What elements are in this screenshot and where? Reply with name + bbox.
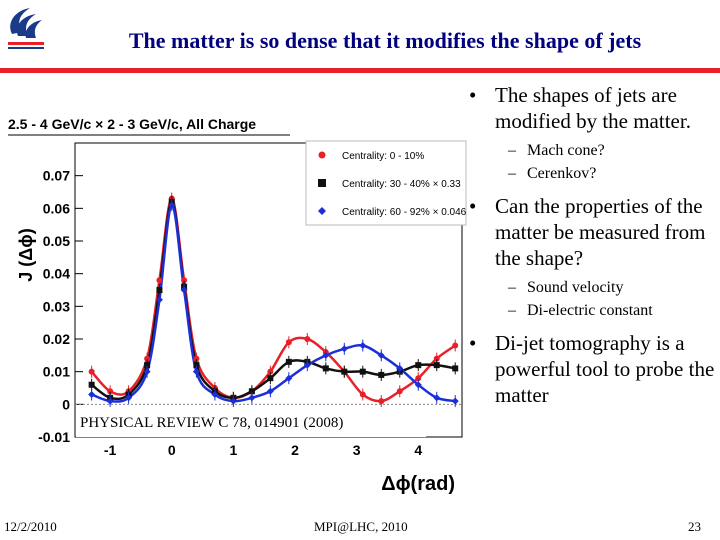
x-tick-label: 1 (229, 442, 237, 458)
y-tick-label: 0.07 (43, 168, 70, 184)
journal-reference-box (76, 407, 426, 437)
legend-marker (318, 179, 326, 187)
title-rule (0, 68, 720, 73)
legend-label: Centrality: 30 - 40% × 0.33 (342, 179, 461, 190)
x-tick-label: -1 (104, 442, 117, 458)
bullet-dot: • (469, 331, 477, 355)
sub-bullet-dash: – (508, 279, 516, 296)
bullet-text: The shapes of jets are modified by the m… (495, 83, 691, 133)
university-logo (8, 8, 44, 49)
journal-reference: PHYSICAL REVIEW C 78, 014901 (2008) (80, 415, 343, 431)
legend-marker (318, 151, 326, 159)
bullet-item: • The shapes of jets are modified by the … (465, 82, 715, 185)
correlation-chart: 2.5 - 4 GeV/c × 2 - 3 GeV/c, All Charge … (8, 116, 467, 495)
y-tick-label: 0.03 (43, 298, 70, 314)
x-tick-label: 3 (353, 442, 361, 458)
x-tick-label: 4 (414, 442, 422, 458)
bullet-dot: • (469, 194, 477, 218)
bullet-item: • Di-jet tomography is a powerful tool to… (465, 330, 715, 408)
legend-box (305, 140, 467, 226)
x-axis-label: Δϕ(rad) (381, 473, 455, 495)
y-tick-label: 0.01 (43, 364, 70, 380)
sub-bullet-text: Mach cone? (527, 142, 605, 159)
page-number: 23 (688, 519, 701, 534)
bullet-text: Can the properties of the matter be meas… (495, 194, 706, 270)
legend-marker (318, 207, 326, 215)
legend-label: Centrality: 60 - 92% × 0.046 (342, 207, 467, 218)
sub-bullet-text: Sound velocity (527, 279, 624, 296)
x-tick-label: 0 (168, 442, 176, 458)
bullet-text: Di-jet tomography is a powerful tool to … (495, 331, 715, 407)
bullet-dot: • (469, 83, 477, 107)
sub-bullet-text: Cerenkov? (527, 165, 597, 182)
sub-bullet-dash: – (508, 165, 516, 182)
sub-bullet-dash: – (508, 302, 516, 319)
chart-title: 2.5 - 4 GeV/c × 2 - 3 GeV/c, All Charge (8, 116, 256, 132)
footer-date: 12/2/2010 (4, 519, 57, 534)
y-tick-label: 0.04 (43, 266, 70, 282)
y-tick-label: 0.06 (43, 200, 70, 216)
y-axis-label: J (Δϕ) (16, 228, 36, 281)
x-tick-label: 2 (291, 442, 299, 458)
bullet-list: • The shapes of jets are modified by the … (465, 82, 715, 408)
y-tick-label: -0.01 (38, 429, 70, 445)
bullet-item: • Can the properties of the matter be mea… (465, 193, 715, 322)
y-tick-label: 0 (62, 396, 70, 412)
y-tick-label: 0.05 (43, 233, 70, 249)
sub-bullet-text: Di-electric constant (527, 302, 653, 319)
footer-center: MPI@LHC, 2010 (314, 519, 408, 534)
y-tick-label: 0.02 (43, 331, 70, 347)
legend-label: Centrality: 0 - 10% (342, 151, 424, 162)
sub-bullet-dash: – (508, 142, 516, 159)
slide-title: The matter is so dense that it modifies … (128, 28, 642, 53)
